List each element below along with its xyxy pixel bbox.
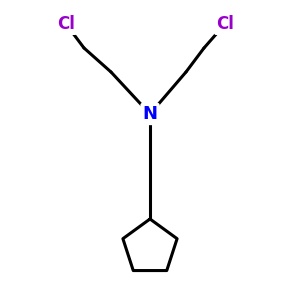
- Text: Cl: Cl: [57, 15, 75, 33]
- Text: N: N: [142, 105, 158, 123]
- Text: Cl: Cl: [216, 15, 234, 33]
